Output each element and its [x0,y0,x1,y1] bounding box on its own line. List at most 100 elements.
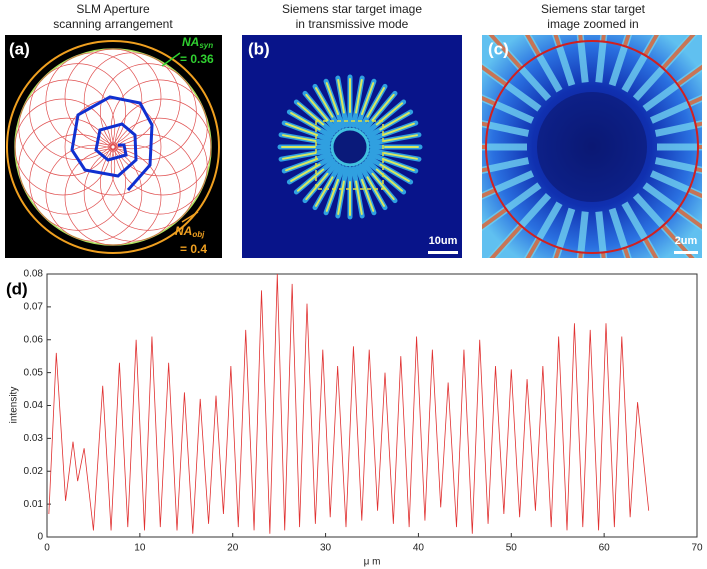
panel-label: (a) [9,39,30,58]
y-tick-label: 0.06 [24,334,44,345]
y-tick-label: 0.02 [24,466,44,477]
x-tick-label: 50 [506,543,518,554]
x-tick-label: 70 [691,543,703,554]
na-subscript: syn [199,41,213,50]
spoke-hot [488,35,524,71]
spoke [654,157,702,174]
na-symbol: NA [182,35,199,49]
na-obj-circle [6,40,220,254]
scale-bar [674,251,698,254]
spoke-highlight [285,157,319,172]
scale-label: 10um [429,235,458,247]
spoke-highlight [282,152,317,160]
y-tick-label: 0.08 [24,269,44,280]
panel-label: (b) [248,39,270,58]
spoke-highlight [305,172,329,201]
spoke-hot [675,207,702,230]
spoke-highlight [290,163,321,182]
na-symbol: NAsyn [182,35,213,50]
spoke-highlight [375,168,404,192]
x-tick-label: 0 [44,543,50,554]
x-tick-label: 40 [413,543,425,554]
spoke [595,35,608,83]
scan-circle [18,79,116,177]
spoke-highlight [371,172,395,201]
y-tick-label: 0 [37,532,43,543]
spoke-hot [622,35,631,48]
spoke-hot [553,246,562,258]
y-axis-label: intensity [9,387,20,424]
panel-d: (d) μ m intensity 0 0.01 0.02 0.03 0.04 0.05 0… [6,269,703,568]
spoke-hot [553,35,562,48]
na-symbol: NA [175,224,192,238]
panel-label: (d) [6,279,28,298]
spoke-highlight [366,87,385,118]
spoke-highlight [325,82,340,116]
spoke-highlight [325,178,340,212]
spoke-highlight [305,93,329,122]
spoke [608,207,632,258]
spoke-hot [622,246,631,258]
spoke [576,211,589,258]
spoke-hot [525,35,542,58]
spoke-highlight [366,176,385,207]
spoke [576,35,589,83]
na-value: = 0.4 [180,242,207,256]
y-tick-label: 0.05 [24,367,44,378]
spoke-hot [675,64,702,87]
spoke-highlight [355,79,363,114]
y-tick-label: 0.03 [24,433,44,444]
spoke-highlight [315,176,334,207]
panel-title: scanning arrangement [53,17,173,31]
spoke-highlight [371,93,395,122]
x-tick-label: 10 [134,543,146,554]
x-tick-label: 30 [320,543,332,554]
panel-a: (a) NAsyn = 0.36 NAobj = 0.4 [5,35,222,258]
scan-circle [83,52,181,150]
spoke-hot [482,64,509,87]
spoke-hot [660,223,695,258]
spoke-highlight [379,163,410,182]
x-tick-label: 20 [227,543,239,554]
panel-title: SLM Aperture [76,2,150,16]
panel-title: Siemens star target [541,2,646,16]
spoke [482,120,530,137]
spoke-hot [642,35,659,58]
spoke [595,211,608,258]
spoke-highlight [383,134,418,142]
panel-b: (b) 10um [242,35,462,258]
spoke [552,207,576,258]
spoke-highlight [337,79,345,114]
spoke-highlight [290,112,321,131]
panel-title: Siemens star target image [282,2,422,16]
scale-label: 2um [675,235,698,247]
spoke-highlight [285,122,319,137]
spoke [482,157,530,174]
panel-label: (c) [488,39,509,58]
spoke-hot [660,35,696,71]
scan-circle [100,63,197,160]
na-syn-circle [14,48,212,246]
spoke-hot [642,236,659,258]
panel-title: image zoomed in [547,17,638,31]
y-tick-label: 0.07 [24,302,44,313]
scan-circle [110,117,208,215]
x-axis-label: μ m [364,557,381,568]
arrow [161,52,181,67]
scale-bar [428,251,458,254]
zoom-circle [485,40,699,254]
spoke-highlight [360,82,375,116]
spoke [654,120,702,137]
na-symbol: NAobj [175,224,205,239]
scan-circle [100,134,197,231]
spoke-hot [687,187,702,199]
na-subscript: obj [192,230,205,239]
data-line [48,273,650,534]
spoke-highlight [355,180,363,215]
spoke-highlight [296,168,325,192]
star-spokes [277,74,423,220]
y-tick-label: 0.01 [24,499,44,510]
scan-circle [29,134,126,231]
y-tick-label: 0.04 [24,400,44,411]
